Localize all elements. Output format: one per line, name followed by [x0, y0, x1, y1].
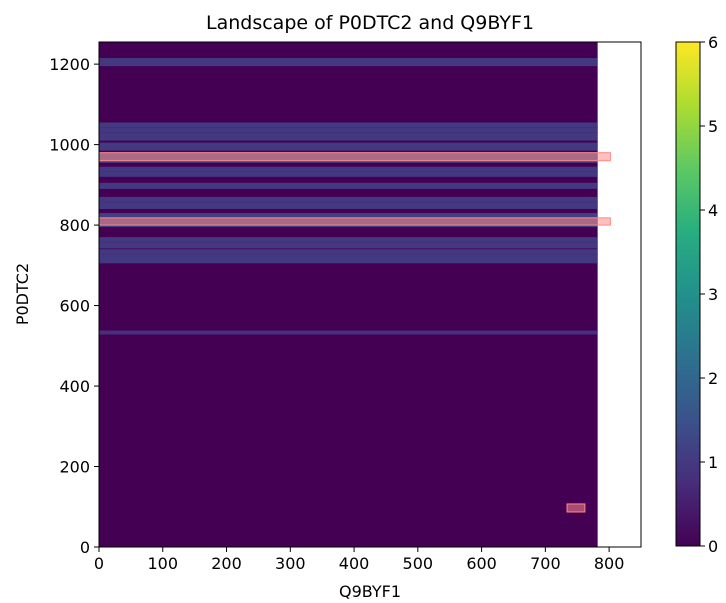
colorbar-gradient: [675, 41, 701, 547]
heatmap-background: [99, 42, 598, 547]
highlight-region: [98, 217, 611, 226]
heatmap-band: [99, 58, 598, 67]
x-tick-label: 100: [147, 554, 178, 573]
x-axis-label: Q9BYF1: [339, 582, 401, 601]
colorbar-tick-label: 3: [708, 285, 718, 304]
heatmap-band: [99, 237, 598, 249]
x-tick-label: 400: [339, 554, 370, 573]
colorbar-tick-label: 4: [708, 201, 718, 220]
x-tick-label: 500: [403, 554, 434, 573]
heatmap-band: [99, 249, 598, 264]
highlight-region: [98, 152, 611, 162]
highlight-region: [566, 503, 586, 513]
heatmap-band: [99, 196, 598, 209]
y-tick-label: 200: [59, 458, 90, 477]
plot-area: 0 100 200 300 400 500 600 700 800 0 200 400 600 800 10…: [49, 41, 642, 573]
y-tick-label: 1200: [49, 55, 90, 74]
colorbar-tick-label: 5: [708, 117, 718, 136]
heatmap-band: [99, 330, 598, 335]
x-tick-label: 0: [94, 554, 104, 573]
colorbar-tick-label: 6: [708, 33, 718, 52]
axes-frame: [98, 41, 642, 548]
colorbar-tick-label: 2: [708, 369, 718, 388]
x-tick-label: 300: [275, 554, 306, 573]
chart-title: Landscape of P0DTC2 and Q9BYF1: [206, 12, 534, 34]
colorbar-tick-label: 1: [708, 453, 718, 472]
colorbar-tick-label: 0: [708, 537, 718, 556]
x-tick-label: 700: [530, 554, 561, 573]
y-tick-label: 400: [59, 377, 90, 396]
heatmap-band: [99, 182, 598, 189]
x-tick-label: 800: [594, 554, 625, 573]
y-tick-label: 0: [80, 538, 90, 557]
heatmap-band: [99, 142, 598, 151]
x-tick-label: 600: [466, 554, 497, 573]
y-tick-label: 1000: [49, 136, 90, 155]
colorbar: 0 1 2 3 4 5 6: [675, 33, 718, 556]
y-axis-label: P0DTC2: [13, 263, 32, 325]
y-tick-label: 800: [59, 216, 90, 235]
y-tick-label: 600: [59, 297, 90, 316]
heatmap-band: [99, 122, 598, 141]
x-tick-label: 200: [211, 554, 242, 573]
